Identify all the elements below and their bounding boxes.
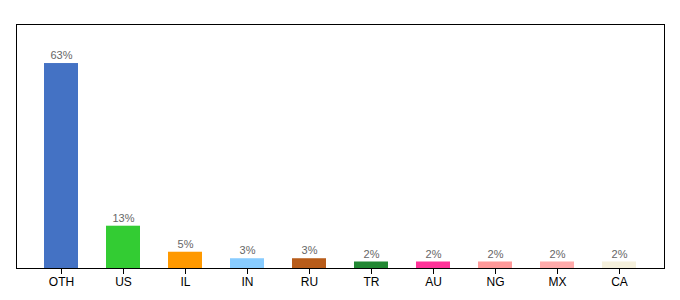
- svg-text:13%: 13%: [112, 212, 134, 224]
- svg-text:IL: IL: [180, 275, 190, 289]
- svg-text:2%: 2%: [550, 248, 566, 260]
- svg-text:63%: 63%: [50, 49, 72, 61]
- svg-text:CA: CA: [611, 275, 628, 289]
- svg-text:TR: TR: [364, 275, 380, 289]
- svg-text:RU: RU: [301, 275, 318, 289]
- svg-text:MX: MX: [549, 275, 567, 289]
- svg-text:OTH: OTH: [49, 275, 74, 289]
- svg-text:IN: IN: [242, 275, 254, 289]
- svg-text:AU: AU: [425, 275, 442, 289]
- svg-text:3%: 3%: [302, 244, 318, 256]
- svg-text:5%: 5%: [178, 238, 194, 250]
- svg-text:2%: 2%: [426, 248, 442, 260]
- svg-text:2%: 2%: [488, 248, 504, 260]
- svg-text:US: US: [115, 275, 132, 289]
- svg-text:3%: 3%: [240, 244, 256, 256]
- svg-text:2%: 2%: [364, 248, 380, 260]
- svg-text:2%: 2%: [612, 248, 628, 260]
- svg-text:NG: NG: [487, 275, 505, 289]
